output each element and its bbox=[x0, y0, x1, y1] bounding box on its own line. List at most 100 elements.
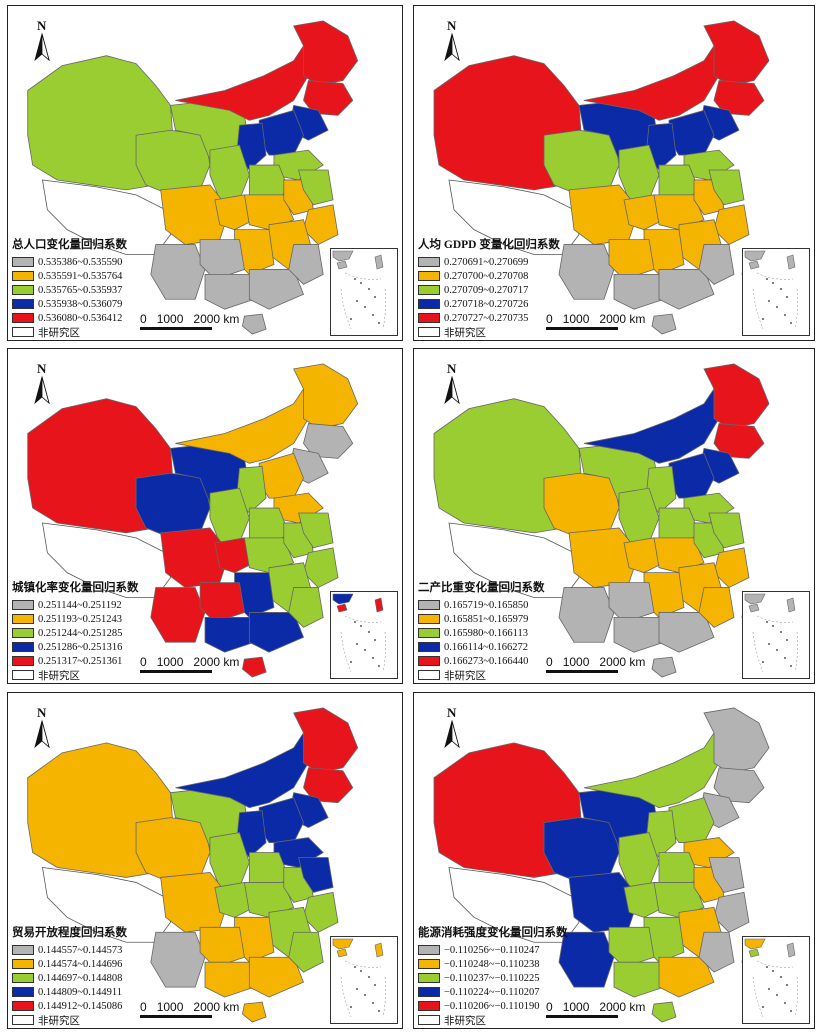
region-jilin bbox=[303, 80, 354, 116]
legend-item: 0.270700~0.270708 bbox=[418, 269, 560, 283]
region-fujian bbox=[698, 587, 735, 628]
legend-label: 0.144912~0.145086 bbox=[38, 1000, 123, 1012]
legend-item: 0.270727~0.270735 bbox=[418, 311, 560, 325]
region-hainan bbox=[241, 313, 267, 335]
legend-swatch bbox=[12, 285, 34, 295]
legend-item: 0.251144~0.251192 bbox=[12, 598, 139, 612]
legend-item: 0.270691~0.270699 bbox=[418, 255, 560, 269]
legend-swatch bbox=[418, 945, 440, 955]
region-jiangsu bbox=[708, 512, 745, 549]
region-guangdong bbox=[658, 269, 715, 310]
legend-label: 0.536080~0.536412 bbox=[38, 312, 123, 324]
region-fujian bbox=[288, 244, 324, 285]
legend-item: 0.251244~0.251285 bbox=[12, 626, 139, 640]
legend-swatch bbox=[418, 313, 440, 323]
scale-label-0: 0 bbox=[140, 655, 147, 669]
legend-swatch bbox=[12, 628, 34, 638]
legend-item: 0.144809~0.144911 bbox=[12, 985, 127, 999]
scale-bar: 0 1000 2000 km bbox=[546, 655, 645, 673]
legend-item: −0.110206~−0.110190 bbox=[418, 999, 568, 1013]
region-jiangsu bbox=[708, 857, 745, 893]
south-china-sea-inset bbox=[330, 591, 398, 679]
region-heilong bbox=[703, 363, 770, 429]
legend-swatch bbox=[12, 1015, 34, 1025]
legend-swatch bbox=[418, 959, 440, 969]
legend-item: 0.144697~0.144808 bbox=[12, 971, 127, 985]
north-arrow-icon: N bbox=[30, 705, 54, 751]
legend-swatch bbox=[12, 670, 34, 680]
region-jiangsu bbox=[298, 512, 334, 549]
legend-swatch bbox=[418, 327, 440, 337]
legend-label: 0.251244~0.251285 bbox=[38, 627, 123, 639]
region-qinghai bbox=[543, 817, 620, 883]
legend-label: −0.110237~−0.110225 bbox=[444, 972, 540, 984]
scale-label-2000: 2000 km bbox=[193, 655, 240, 669]
legend-item: 0.144912~0.145086 bbox=[12, 999, 127, 1013]
legend-swatch bbox=[418, 600, 440, 610]
legend-item: −0.110248~−0.110238 bbox=[418, 957, 568, 971]
region-chongqing bbox=[623, 881, 665, 918]
legend-label: 0.535938~0.536079 bbox=[38, 298, 123, 310]
legend-swatch bbox=[12, 656, 34, 666]
legend-item: 0.251286~0.251316 bbox=[12, 640, 139, 654]
map-panel-3: N 城镇化率变化量回归系数 0.251144~0.251192 0.251193~0.… bbox=[7, 348, 403, 684]
legend-label: 0.535386~0.535590 bbox=[38, 256, 123, 268]
legend-label: 非研究区 bbox=[38, 670, 80, 682]
legend-swatch bbox=[418, 1015, 440, 1025]
scale-bar: 0 1000 2000 km bbox=[140, 655, 239, 673]
legend-item: −0.110224~−0.110207 bbox=[418, 985, 568, 999]
region-hainan bbox=[651, 313, 677, 335]
scale-label-1000: 1000 bbox=[156, 312, 184, 326]
region-jiangsu bbox=[708, 169, 745, 206]
legend-label: 0.165851~0.165979 bbox=[444, 613, 529, 625]
region-hainan bbox=[241, 1001, 267, 1023]
legend-label: 非研究区 bbox=[444, 1015, 486, 1027]
legend-swatch bbox=[418, 299, 440, 309]
region-yunnan bbox=[558, 931, 615, 988]
legend-item: 0.165980~0.166113 bbox=[418, 626, 545, 640]
north-arrow-icon: N bbox=[30, 18, 54, 64]
legend: 能源消耗强度变化量回归系数 −0.110256~−0.110247 −0.11024… bbox=[418, 924, 568, 1027]
legend-label: 0.535591~0.535764 bbox=[38, 270, 123, 282]
legend-swatch bbox=[418, 670, 440, 680]
legend-label: 0.166273~0.166440 bbox=[444, 655, 529, 667]
legend-item: 0.251317~0.251361 bbox=[12, 654, 139, 668]
north-label: N bbox=[37, 361, 47, 376]
scale-label-0: 0 bbox=[546, 655, 553, 669]
legend-swatch bbox=[12, 1001, 34, 1011]
north-arrow-icon: N bbox=[440, 18, 464, 64]
legend-label: −0.110224~−0.110207 bbox=[444, 986, 540, 998]
legend-item: 0.166273~0.166440 bbox=[418, 654, 545, 668]
region-hainan bbox=[241, 656, 267, 678]
legend-label: −0.110206~−0.110190 bbox=[444, 1000, 540, 1012]
scale-label-1000: 1000 bbox=[562, 1000, 590, 1014]
region-guangxi bbox=[613, 961, 665, 998]
legend-swatch bbox=[12, 313, 34, 323]
legend-swatch bbox=[418, 642, 440, 652]
region-guizhou bbox=[608, 239, 655, 280]
legend-item: −0.110256~−0.110247 bbox=[418, 943, 568, 957]
region-heilong bbox=[703, 707, 770, 774]
region-hainan bbox=[651, 1001, 677, 1023]
legend-item: 0.535765~0.535937 bbox=[12, 283, 127, 297]
legend-title: 总人口变化量回归系数 bbox=[12, 239, 127, 251]
legend-item: 0.144557~0.144573 bbox=[12, 943, 127, 957]
region-guangxi bbox=[613, 273, 665, 310]
legend-item-none: 非研究区 bbox=[12, 325, 127, 339]
legend-title: 城镇化率变化量回归系数 bbox=[12, 582, 139, 594]
region-jilin bbox=[303, 423, 354, 459]
region-guangxi bbox=[204, 616, 255, 653]
legend-item-none: 非研究区 bbox=[418, 325, 560, 339]
legend-title: 能源消耗强度变化量回归系数 bbox=[418, 927, 568, 939]
choropleth-map bbox=[433, 707, 770, 1023]
legend-swatch bbox=[418, 257, 440, 267]
region-chongqing bbox=[623, 537, 665, 574]
legend-label: −0.110256~−0.110247 bbox=[444, 944, 540, 956]
legend-item: 0.165719~0.165850 bbox=[418, 598, 545, 612]
region-yunnan bbox=[150, 931, 206, 988]
region-heilong bbox=[293, 20, 359, 86]
legend-item: 0.270718~0.270726 bbox=[418, 297, 560, 311]
region-guizhou bbox=[199, 582, 245, 623]
legend-swatch bbox=[418, 1001, 440, 1011]
region-jilin bbox=[713, 767, 765, 804]
